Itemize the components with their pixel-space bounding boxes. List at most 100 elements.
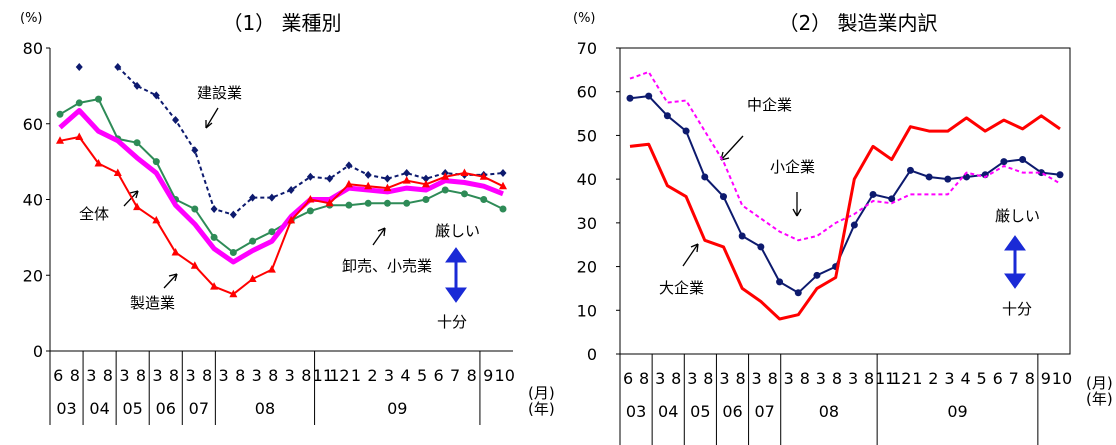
data-point xyxy=(56,110,64,118)
x-month-label: 8 xyxy=(703,369,713,388)
x-month-label: 7 xyxy=(1009,369,1019,388)
severity-arrow xyxy=(1004,235,1026,289)
x-month-label: 8 xyxy=(268,366,278,385)
y-unit-label: (%) xyxy=(573,11,596,26)
x-month-label: 5 xyxy=(977,369,987,388)
year-axis-label: (年) xyxy=(528,400,555,418)
x-month-label: 8 xyxy=(768,369,778,388)
data-point xyxy=(364,181,373,190)
data-point xyxy=(701,173,709,181)
chart-title: （2） 製造業内訳 xyxy=(778,11,937,35)
x-month-label: 3 xyxy=(252,366,262,385)
data-point xyxy=(383,199,391,207)
data-point xyxy=(210,204,218,213)
series-line xyxy=(629,114,1061,321)
x-month-label: 10 xyxy=(495,366,515,385)
data-point xyxy=(113,168,122,176)
annotation-manufacturing: 製造業 xyxy=(130,294,175,312)
data-point xyxy=(460,168,469,176)
x-month-label: 3 xyxy=(152,366,162,385)
x-month-label: 8 xyxy=(1025,369,1035,388)
data-point xyxy=(287,186,295,195)
data-point xyxy=(499,168,507,177)
data-point xyxy=(249,237,257,245)
y-tick-label: 0 xyxy=(33,342,43,361)
data-point xyxy=(383,174,391,183)
x-month-label: 1 xyxy=(912,369,922,388)
data-point xyxy=(229,210,237,219)
x-month-label: 12 xyxy=(891,369,911,388)
data-point xyxy=(95,95,103,103)
annotation-arrows xyxy=(123,107,386,289)
data-point xyxy=(1056,171,1064,179)
data-point xyxy=(306,207,314,215)
data-point xyxy=(133,81,141,90)
y-tick-label: 0 xyxy=(587,345,597,364)
x-month-label: 8 xyxy=(169,366,179,385)
x-month-label: 8 xyxy=(235,366,245,385)
y-tick-label: 30 xyxy=(577,214,597,233)
series-line xyxy=(58,108,504,265)
x-month-label: 8 xyxy=(800,369,810,388)
data-point xyxy=(210,233,218,241)
x-month-label: 3 xyxy=(285,366,295,385)
y-tick-label: 50 xyxy=(577,126,597,145)
x-month-label: 3 xyxy=(848,369,858,388)
annotation-severe: 厳しい xyxy=(435,222,480,240)
data-point xyxy=(171,248,180,256)
x-month-label: 6 xyxy=(623,369,633,388)
y-tick-label: 60 xyxy=(577,83,597,102)
annotation-small: 小企業 xyxy=(770,158,815,176)
data-point xyxy=(757,243,765,251)
data-point xyxy=(421,179,430,188)
data-point xyxy=(963,173,971,181)
data-point xyxy=(152,91,160,100)
data-point xyxy=(75,132,84,141)
chart-title: （1） 業種別 xyxy=(222,11,341,35)
y-tick-label: 20 xyxy=(23,266,43,285)
x-month-label: 3 xyxy=(944,369,954,388)
series-建設業 xyxy=(75,62,507,219)
data-point xyxy=(1019,155,1027,163)
data-point xyxy=(326,174,334,183)
x-year-label: 08 xyxy=(819,402,839,421)
x-year-label: 06 xyxy=(722,402,742,421)
x-year-label: 03 xyxy=(56,399,76,418)
series-大企業 xyxy=(629,114,1061,321)
chart-panel-manufacturing-breakdown: （2） 製造業内訳 (%) (月) (年) 中企業 小企業 大企業 厳しい 十分… xyxy=(573,11,1113,445)
data-point xyxy=(345,161,353,170)
y-tick-label: 10 xyxy=(577,301,597,320)
data-point xyxy=(287,215,296,224)
x-year-label: 04 xyxy=(89,399,109,418)
x-month-label: 3 xyxy=(384,366,394,385)
series-line xyxy=(59,136,504,296)
x-month-label: 9 xyxy=(1041,369,1051,388)
x-year-label: 09 xyxy=(387,399,407,418)
x-year-label: 07 xyxy=(754,402,774,421)
y-tick-label: 40 xyxy=(23,191,43,210)
month-axis-label: (月) xyxy=(528,384,555,402)
data-point xyxy=(249,193,257,202)
y-tick-label: 60 xyxy=(23,115,43,134)
data-point xyxy=(191,146,199,155)
x-month-label: 8 xyxy=(735,369,745,388)
annotation-large: 大企業 xyxy=(659,279,704,297)
data-point xyxy=(682,127,690,135)
data-point xyxy=(383,183,392,192)
annotation-construction: 建設業 xyxy=(197,84,242,102)
severity-arrow xyxy=(445,247,467,303)
data-point xyxy=(210,282,219,290)
data-point xyxy=(850,221,858,229)
x-month-label: 8 xyxy=(136,366,146,385)
annotation-wholesale-retail: 卸売、小売業 xyxy=(342,257,432,275)
data-point xyxy=(325,198,334,207)
data-point xyxy=(422,174,430,183)
x-month-label: 8 xyxy=(671,369,681,388)
x-month-label: 3 xyxy=(219,366,229,385)
data-point xyxy=(738,232,746,240)
x-year-label: 05 xyxy=(690,402,710,421)
data-point xyxy=(906,166,914,174)
data-point xyxy=(94,159,103,167)
x-month-label: 8 xyxy=(103,366,113,385)
